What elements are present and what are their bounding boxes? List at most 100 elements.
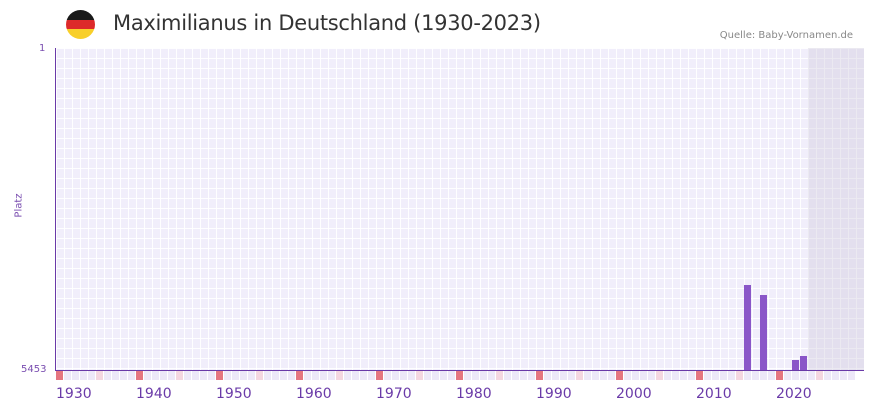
year-marker bbox=[488, 371, 495, 380]
year-marker bbox=[744, 371, 751, 380]
year-marker bbox=[552, 371, 559, 380]
year-marker bbox=[776, 371, 783, 380]
year-marker bbox=[240, 371, 247, 380]
year-marker bbox=[328, 371, 335, 380]
year-marker bbox=[632, 371, 639, 380]
chart-title: Maximilianus in Deutschland (1930-2023) bbox=[113, 11, 541, 35]
year-marker bbox=[256, 371, 263, 380]
x-axis-label: 1980 bbox=[456, 386, 492, 402]
year-marker bbox=[656, 371, 663, 380]
year-marker bbox=[376, 371, 383, 380]
year-marker bbox=[752, 371, 759, 380]
year-marker bbox=[224, 371, 231, 380]
year-marker bbox=[248, 371, 255, 380]
year-marker bbox=[56, 371, 63, 380]
year-marker bbox=[680, 371, 687, 380]
year-marker bbox=[416, 371, 423, 380]
year-marker bbox=[312, 371, 319, 380]
year-marker bbox=[344, 371, 351, 380]
year-marker bbox=[128, 371, 135, 380]
x-axis-line bbox=[55, 370, 864, 371]
incomplete-data-shade bbox=[808, 48, 864, 370]
x-axis-label: 2020 bbox=[776, 386, 812, 402]
year-marker bbox=[720, 371, 727, 380]
year-marker bbox=[200, 371, 207, 380]
year-marker bbox=[272, 371, 279, 380]
year-marker bbox=[208, 371, 215, 380]
year-marker bbox=[216, 371, 223, 380]
year-marker bbox=[704, 371, 711, 380]
year-marker bbox=[288, 371, 295, 380]
year-marker bbox=[168, 371, 175, 380]
year-marker bbox=[120, 371, 127, 380]
year-marker bbox=[112, 371, 119, 380]
year-marker bbox=[824, 371, 831, 380]
year-marker bbox=[152, 371, 159, 380]
plot-grid bbox=[56, 48, 864, 370]
year-marker bbox=[760, 371, 767, 380]
year-marker bbox=[192, 371, 199, 380]
year-marker bbox=[264, 371, 271, 380]
bar-2021[interactable] bbox=[792, 360, 799, 370]
year-marker bbox=[464, 371, 471, 380]
year-marker bbox=[104, 371, 111, 380]
year-marker bbox=[400, 371, 407, 380]
x-axis-label: 1930 bbox=[56, 386, 92, 402]
year-marker bbox=[728, 371, 735, 380]
year-marker bbox=[664, 371, 671, 380]
year-marker bbox=[448, 371, 455, 380]
year-marker bbox=[840, 371, 847, 380]
year-marker bbox=[544, 371, 551, 380]
year-marker bbox=[584, 371, 591, 380]
source-label[interactable]: Quelle: Baby-Vornamen.de bbox=[720, 30, 853, 41]
y-axis-top-label: 1 bbox=[39, 43, 45, 54]
year-marker bbox=[560, 371, 567, 380]
year-marker bbox=[88, 371, 95, 380]
year-marker bbox=[232, 371, 239, 380]
x-axis-label: 1950 bbox=[216, 386, 252, 402]
year-marker bbox=[184, 371, 191, 380]
year-marker bbox=[536, 371, 543, 380]
year-marker bbox=[496, 371, 503, 380]
year-marker bbox=[648, 371, 655, 380]
year-marker bbox=[392, 371, 399, 380]
year-marker bbox=[368, 371, 375, 380]
bar-2017[interactable] bbox=[760, 295, 767, 370]
year-marker bbox=[136, 371, 143, 380]
year-marker bbox=[712, 371, 719, 380]
year-marker bbox=[848, 371, 855, 380]
year-marker bbox=[144, 371, 151, 380]
y-axis-bottom-label: 5453 bbox=[21, 364, 46, 375]
year-marker bbox=[296, 371, 303, 380]
year-marker bbox=[808, 371, 815, 380]
year-marker bbox=[768, 371, 775, 380]
bar-2015[interactable] bbox=[744, 285, 751, 370]
y-axis-title: Platz bbox=[14, 191, 25, 221]
year-marker bbox=[96, 371, 103, 380]
year-marker bbox=[456, 371, 463, 380]
year-marker bbox=[608, 371, 615, 380]
year-marker bbox=[160, 371, 167, 380]
year-marker bbox=[800, 371, 807, 380]
year-marker bbox=[384, 371, 391, 380]
year-marker bbox=[360, 371, 367, 380]
year-marker bbox=[432, 371, 439, 380]
bar-2022[interactable] bbox=[800, 356, 807, 370]
germany-flag-icon bbox=[66, 10, 95, 39]
year-marker bbox=[64, 371, 71, 380]
year-marker bbox=[688, 371, 695, 380]
year-marker bbox=[80, 371, 87, 380]
year-marker bbox=[472, 371, 479, 380]
year-marker bbox=[576, 371, 583, 380]
x-axis-label: 2010 bbox=[696, 386, 732, 402]
year-marker bbox=[336, 371, 343, 380]
y-axis-line bbox=[55, 48, 56, 371]
year-marker bbox=[304, 371, 311, 380]
year-marker bbox=[424, 371, 431, 380]
year-marker bbox=[408, 371, 415, 380]
year-marker bbox=[736, 371, 743, 380]
year-marker bbox=[440, 371, 447, 380]
x-axis-label: 2000 bbox=[616, 386, 652, 402]
year-marker bbox=[672, 371, 679, 380]
year-marker bbox=[280, 371, 287, 380]
